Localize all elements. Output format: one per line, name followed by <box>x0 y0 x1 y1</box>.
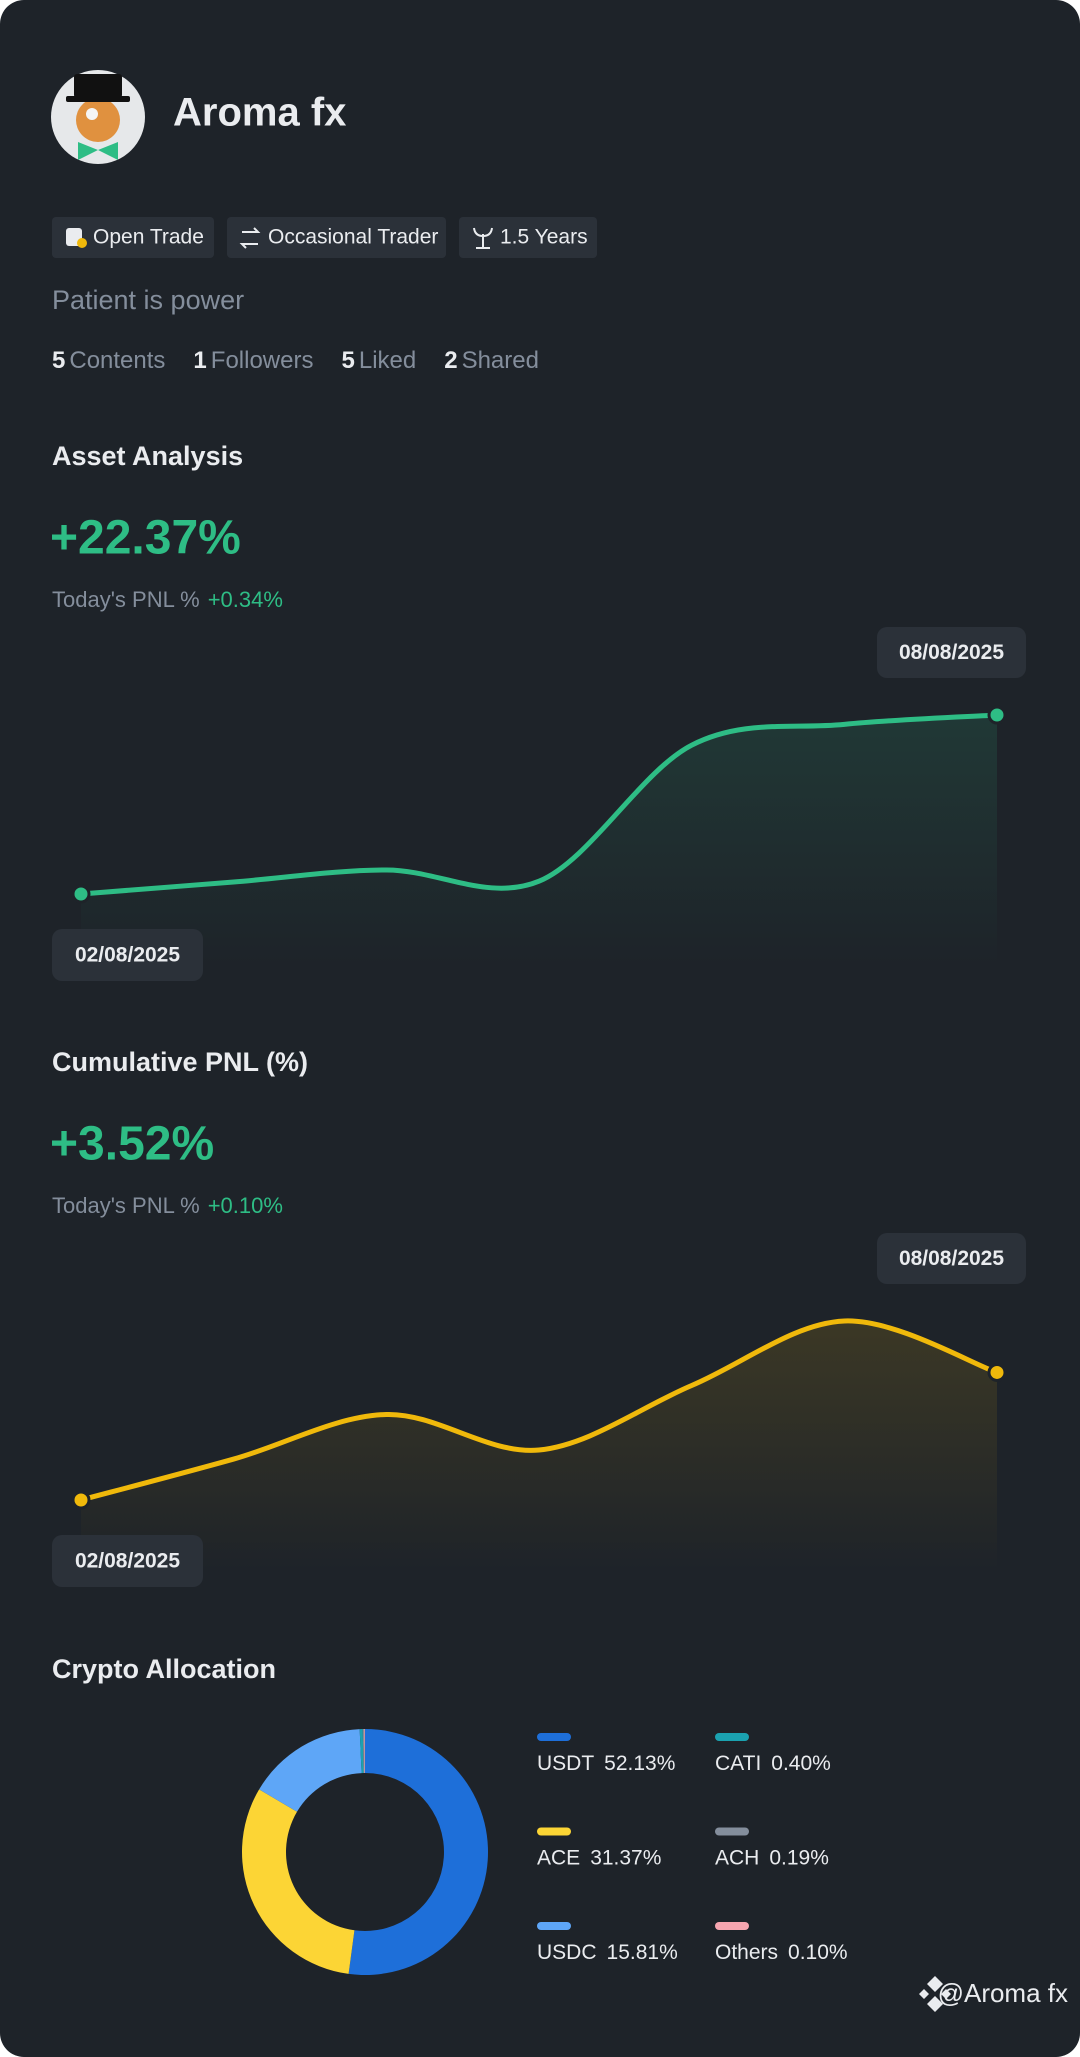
line <box>78 712 1000 897</box>
date-badge <box>52 1535 203 1587</box>
end-point <box>71 884 91 904</box>
pnl-value: +0.34% <box>208 587 283 612</box>
stat-label: Contents <box>69 347 165 374</box>
tag: 1.5 Years <box>459 217 597 258</box>
donut-segment <box>241 1789 355 1974</box>
stats: 5 Contents 1 Followers 5 Liked 2 Shared <box>52 347 539 374</box>
stat-label: Liked <box>359 347 416 374</box>
legend-entry: ACE 31.37% <box>537 1846 661 1869</box>
tag-label: 1.5 Years <box>500 226 588 249</box>
tag-label: Occasional Trader <box>268 226 438 249</box>
tag: Open Trade <box>52 217 214 258</box>
legend-entry: USDC 15.81% <box>537 1941 678 1964</box>
legend-value: 31.37% <box>590 1846 661 1869</box>
legend-entry: Others 0.10% <box>715 1941 848 1964</box>
legend-swatch <box>537 1827 571 1836</box>
legend-name: ACH <box>715 1846 759 1869</box>
watermark-text: @Aroma fx <box>938 1978 1068 2008</box>
date-badge <box>877 627 1026 678</box>
stat-label: Followers <box>211 347 314 374</box>
donut-segment <box>364 1729 365 1774</box>
legend-name: USDT <box>537 1752 594 1775</box>
donut-segment <box>348 1729 489 1976</box>
pnl-line: Today's PNL % +0.34% <box>52 587 283 612</box>
legend-name: ACE <box>537 1846 580 1869</box>
line <box>78 1318 1000 1503</box>
stat-label: Shared <box>462 347 539 374</box>
end-point <box>71 1490 91 1510</box>
section-title: Asset Analysis <box>52 441 243 471</box>
legend-value: 0.10% <box>788 1941 848 1964</box>
donut-segment <box>359 1729 364 1774</box>
legend-swatch <box>537 1733 571 1741</box>
stat-count: 1 <box>193 347 206 374</box>
stat-count: 5 <box>52 347 65 374</box>
pnl-label: Today's PNL % <box>52 1193 200 1218</box>
date-badge <box>52 929 203 981</box>
date-label: 08/08/2025 <box>899 1247 1004 1270</box>
legend-name: CATI <box>715 1752 761 1775</box>
legend-swatch <box>537 1922 571 1930</box>
legend-name: Others <box>715 1941 778 1964</box>
section-title: Crypto Allocation <box>52 1654 276 1684</box>
legend-value: 0.40% <box>771 1752 831 1775</box>
legend-entry: ACH 0.19% <box>715 1846 829 1869</box>
tag: Occasional Trader <box>227 217 446 258</box>
legend-swatch <box>715 1733 749 1741</box>
date-label: 02/08/2025 <box>75 944 180 967</box>
date-label: 08/08/2025 <box>899 641 1004 664</box>
avatar <box>51 70 145 164</box>
date-badge <box>877 1233 1026 1284</box>
stat-count: 2 <box>444 347 457 374</box>
profile-name: Aroma fx <box>173 91 346 135</box>
bio: Patient is power <box>52 285 244 315</box>
tag-label: Open Trade <box>93 226 204 249</box>
pnl-label: Today's PNL % <box>52 587 200 612</box>
headline-value: +22.37% <box>50 512 241 565</box>
pnl-line: Today's PNL % +0.10% <box>52 1193 283 1218</box>
end-point <box>987 1362 1007 1382</box>
watermark: @Aroma fx <box>919 1976 1068 2012</box>
legend-entry: CATI 0.40% <box>715 1752 831 1775</box>
line-area <box>81 715 997 965</box>
date-label: 02/08/2025 <box>75 1550 180 1573</box>
donut-segment <box>259 1729 362 1812</box>
stat-count: 5 <box>341 347 354 374</box>
donut-segment <box>362 1729 365 1774</box>
legend-value: 52.13% <box>604 1752 675 1775</box>
line-area <box>81 1320 997 1571</box>
pnl-value: +0.10% <box>208 1193 283 1218</box>
section-title: Cumulative PNL (%) <box>52 1047 308 1077</box>
legend-name: USDC <box>537 1941 597 1964</box>
end-point <box>987 705 1007 725</box>
legend-swatch <box>715 1922 749 1930</box>
headline-value: +3.52% <box>50 1118 214 1171</box>
legend-value: 15.81% <box>607 1941 678 1964</box>
legend-value: 0.19% <box>769 1846 829 1869</box>
legend-swatch <box>715 1827 749 1836</box>
legend-entry: USDT 52.13% <box>537 1752 675 1775</box>
